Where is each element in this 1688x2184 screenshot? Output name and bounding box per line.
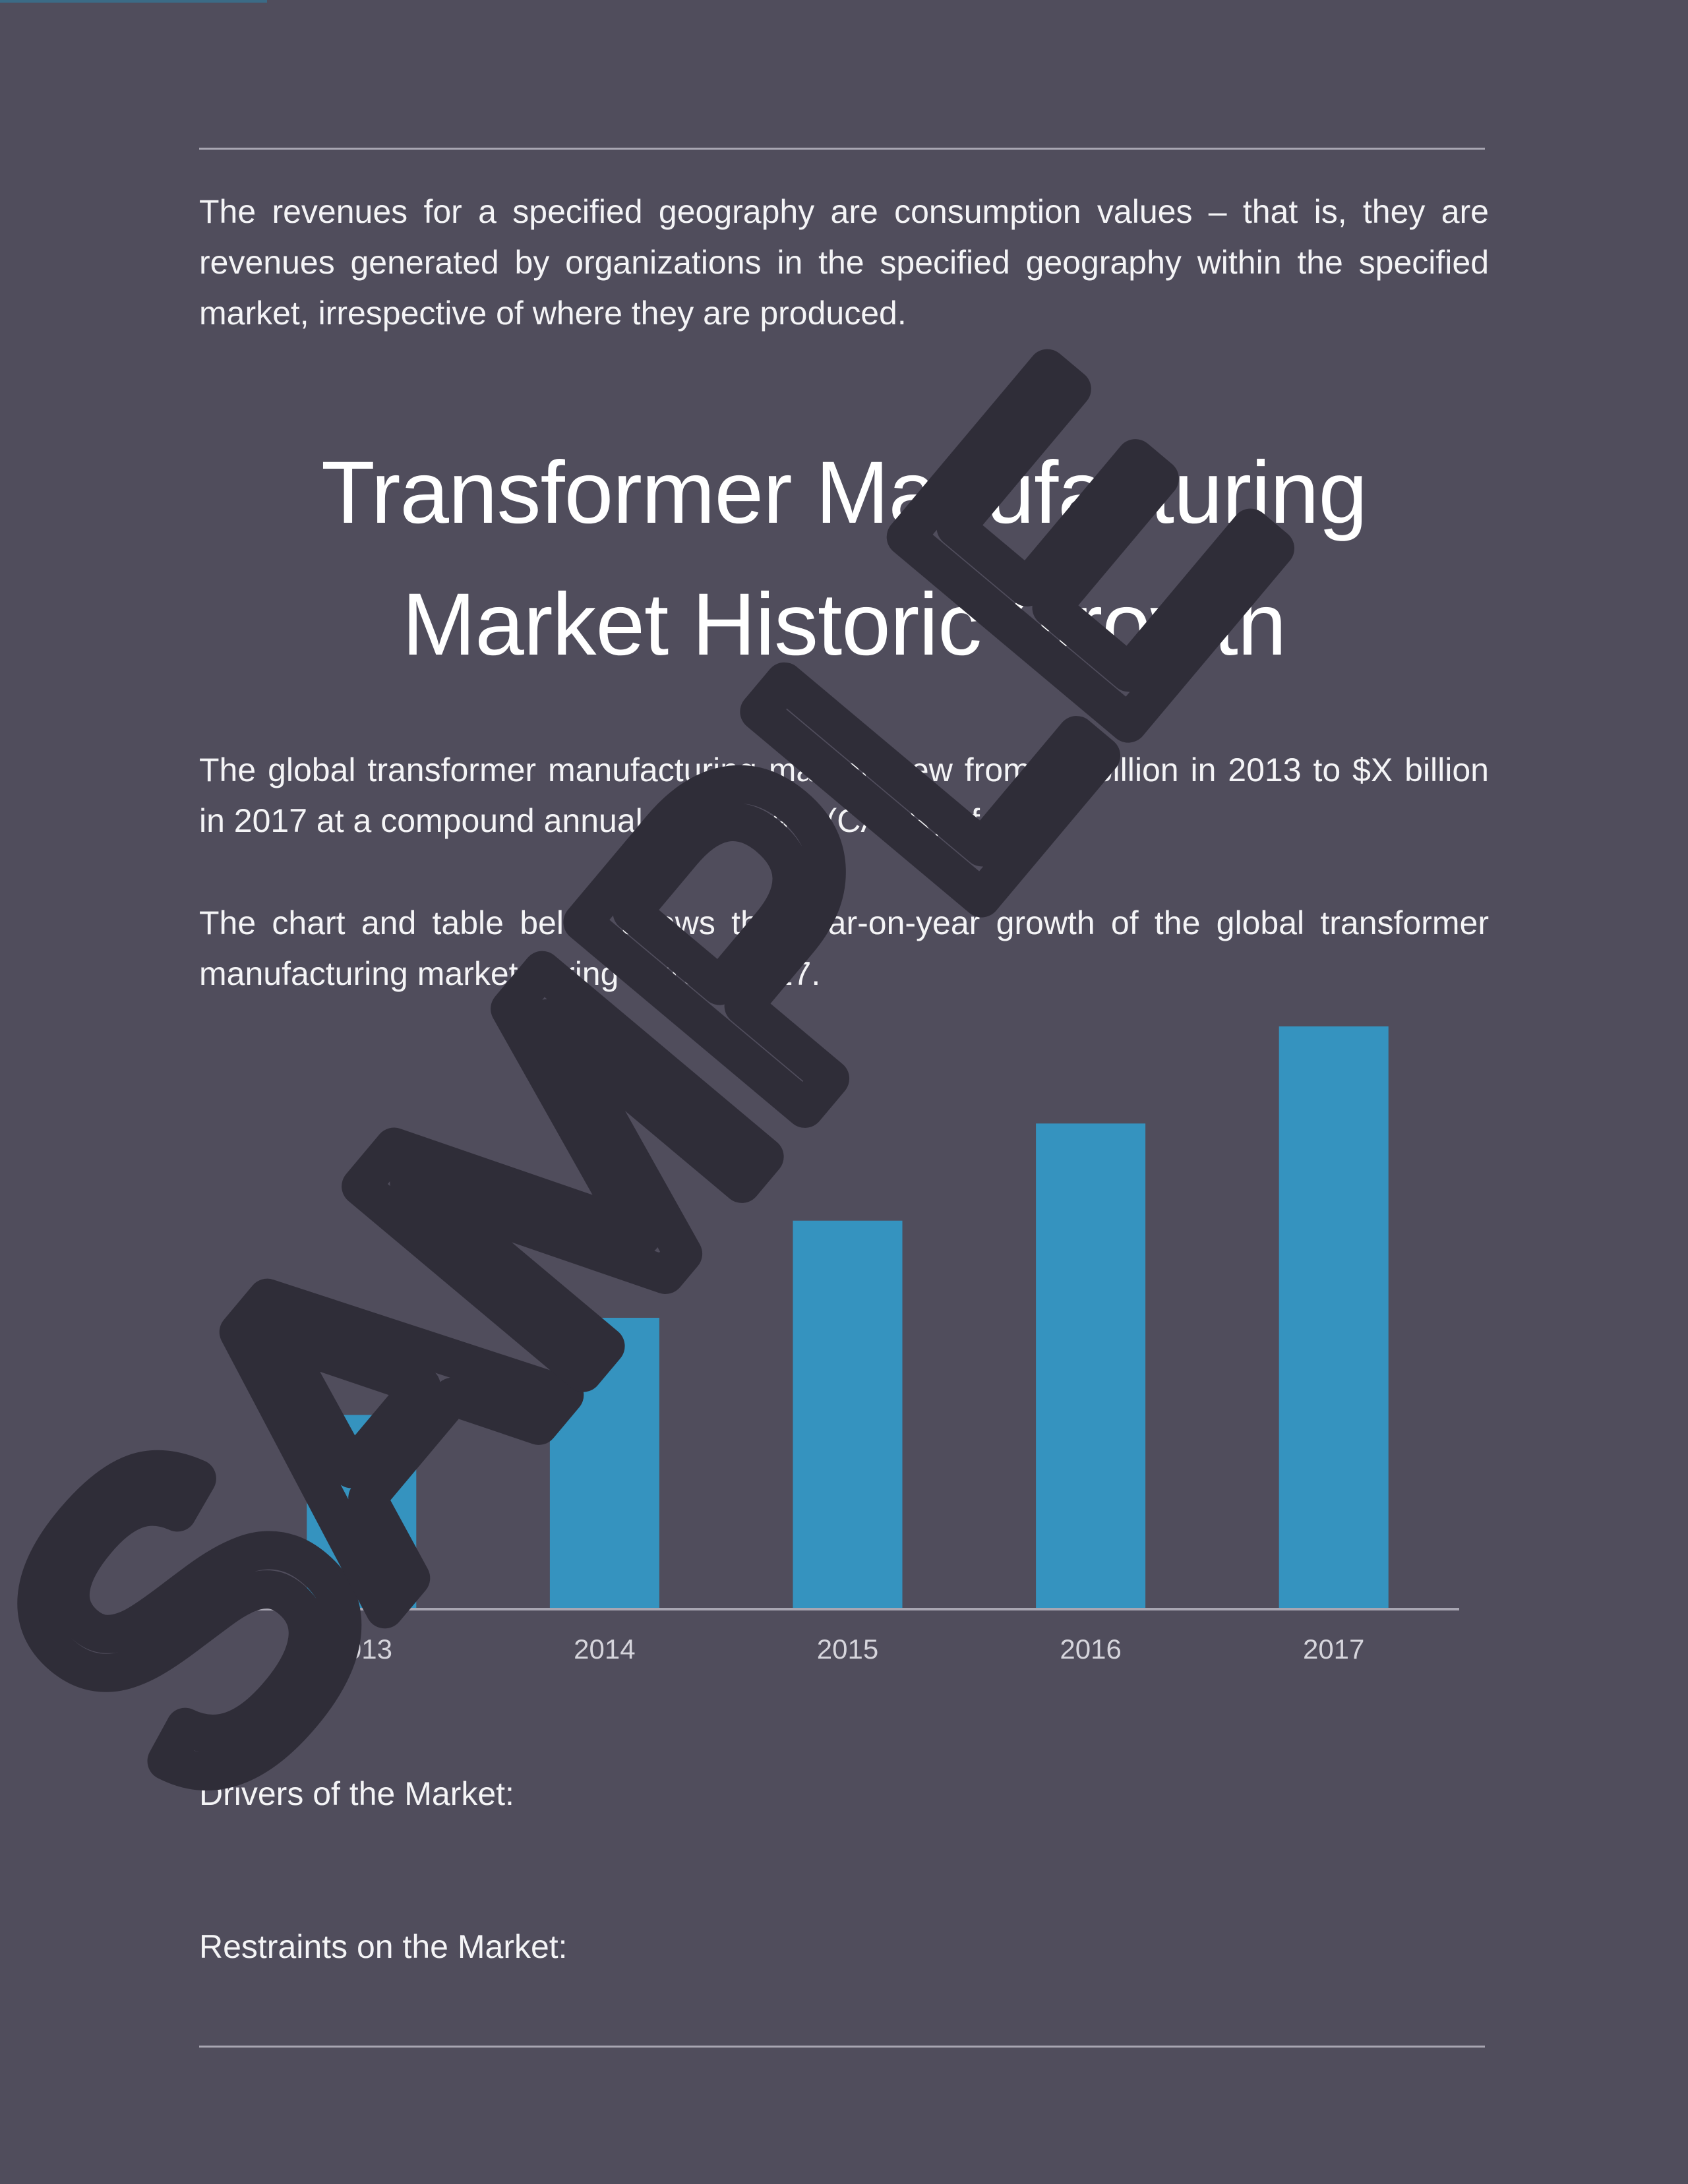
tick-label-2017: 2017 bbox=[1303, 1634, 1364, 1665]
chart-tick-labels: 2013 2014 2015 2016 2017 bbox=[331, 1634, 1365, 1665]
bottom-divider bbox=[199, 2046, 1485, 2048]
tick-label-2015: 2015 bbox=[817, 1634, 878, 1665]
page-title-line-2: Market Historic Growth bbox=[402, 576, 1287, 674]
tick-label-2013: 2013 bbox=[331, 1634, 392, 1665]
page-title: Transformer Manufacturing Market Histori… bbox=[199, 427, 1489, 691]
tick-label-2014: 2014 bbox=[574, 1634, 635, 1665]
bar-2013 bbox=[307, 1415, 417, 1609]
intro-paragraph: The revenues for a specified geography a… bbox=[199, 193, 1489, 332]
bar-2015 bbox=[793, 1220, 903, 1609]
growth-paragraph: The global transformer manufacturing mar… bbox=[199, 752, 1489, 839]
top-divider bbox=[199, 148, 1485, 150]
drivers-heading: Drivers of the Market: bbox=[199, 1775, 514, 1812]
chart-bars bbox=[307, 1026, 1389, 1609]
corner-accent-bar bbox=[0, 0, 267, 3]
bar-2017 bbox=[1279, 1026, 1389, 1609]
bar-2016 bbox=[1036, 1123, 1146, 1609]
bar-2014 bbox=[549, 1318, 659, 1609]
restraints-heading: Restraints on the Market: bbox=[199, 1928, 568, 1965]
chart-intro-paragraph: The chart and table below shows the year… bbox=[199, 904, 1489, 992]
page-title-line-1: Transformer Manufacturing bbox=[320, 444, 1368, 542]
tick-label-2016: 2016 bbox=[1060, 1634, 1121, 1665]
